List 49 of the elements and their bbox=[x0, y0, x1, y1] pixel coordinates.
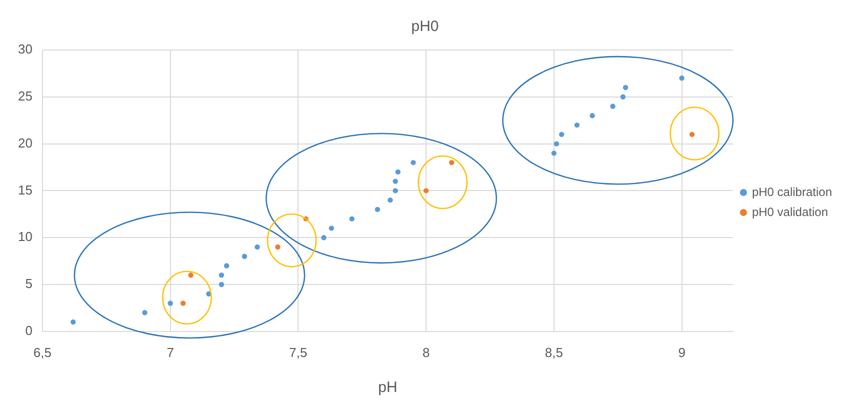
x-axis-title: pH bbox=[378, 379, 398, 396]
legend-label: pH0 validation bbox=[752, 204, 828, 219]
point bbox=[218, 272, 224, 278]
point bbox=[180, 300, 186, 306]
y-tick-label: 25 bbox=[18, 88, 32, 104]
point bbox=[423, 188, 429, 194]
y-tick-label: 20 bbox=[18, 135, 32, 150]
x-tick-label: 7,5 bbox=[289, 344, 308, 360]
point bbox=[610, 104, 616, 109]
y-tick-label: 10 bbox=[18, 229, 32, 244]
point bbox=[142, 310, 148, 316]
point bbox=[392, 178, 398, 184]
legend-label: pH0 calibration bbox=[752, 184, 832, 199]
point bbox=[620, 94, 626, 100]
point bbox=[70, 319, 76, 325]
y-tick-label: 5 bbox=[25, 276, 32, 292]
x-tick-label: 9 bbox=[678, 344, 686, 360]
y-tick-label: 0 bbox=[25, 322, 32, 338]
point bbox=[554, 141, 560, 146]
point bbox=[622, 84, 628, 90]
point bbox=[224, 263, 230, 268]
point bbox=[551, 150, 557, 156]
x-tick-label: 6,5 bbox=[33, 344, 52, 360]
y-tick-label: 30 bbox=[18, 42, 32, 57]
point bbox=[395, 169, 401, 175]
point bbox=[218, 282, 224, 288]
point bbox=[559, 132, 564, 138]
point bbox=[275, 244, 280, 250]
point bbox=[328, 226, 334, 231]
point bbox=[349, 216, 355, 222]
point bbox=[374, 206, 380, 212]
point bbox=[449, 160, 454, 166]
point bbox=[388, 197, 393, 203]
point bbox=[254, 244, 260, 250]
x-tick-label: 8 bbox=[422, 344, 430, 360]
point bbox=[574, 122, 580, 128]
point bbox=[188, 272, 194, 278]
y-tick-label: 15 bbox=[18, 182, 32, 198]
point bbox=[689, 132, 695, 138]
point bbox=[410, 160, 416, 166]
point bbox=[392, 188, 398, 194]
chart-title: pH0 bbox=[411, 18, 439, 36]
point bbox=[168, 300, 173, 306]
point bbox=[242, 254, 248, 259]
point bbox=[679, 76, 684, 81]
point bbox=[321, 235, 326, 240]
point bbox=[590, 113, 595, 118]
x-tick-label: 7 bbox=[166, 344, 174, 360]
x-tick-label: 8,5 bbox=[544, 344, 563, 360]
